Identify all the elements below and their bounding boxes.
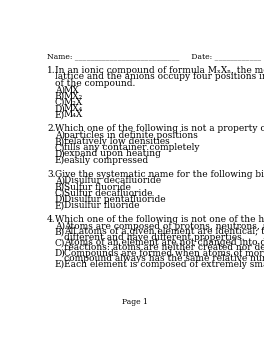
Text: C): C) bbox=[55, 98, 65, 107]
Text: Disulfur decafluoride: Disulfur decafluoride bbox=[64, 176, 161, 186]
Text: A): A) bbox=[55, 176, 65, 186]
Text: expand upon heating: expand upon heating bbox=[64, 149, 161, 159]
Text: B): B) bbox=[55, 137, 65, 146]
Text: Compounds are formed when atoms of more than one element combine; a given: Compounds are formed when atoms of more … bbox=[64, 249, 264, 258]
Text: Which one of the following is not a property of gases?: Which one of the following is not a prop… bbox=[55, 124, 264, 133]
Text: particles in definite positions: particles in definite positions bbox=[64, 131, 198, 140]
Text: All atoms of a given element are identical; the atoms of different elements are: All atoms of a given element are identic… bbox=[64, 227, 264, 236]
Text: compound always has the same relative number and kind of atoms.: compound always has the same relative nu… bbox=[64, 254, 264, 263]
Text: Name: ___________________________     Date: ____________: Name: ___________________________ Date: … bbox=[47, 53, 261, 60]
Text: Sulfur fluoride: Sulfur fluoride bbox=[64, 182, 131, 192]
Text: D): D) bbox=[55, 249, 65, 258]
Text: lattice and the anions occupy four positions inside the unit cell. Determine the: lattice and the anions occupy four posit… bbox=[55, 73, 264, 81]
Text: E): E) bbox=[55, 155, 65, 165]
Text: A): A) bbox=[55, 86, 65, 94]
Text: fills any container completely: fills any container completely bbox=[64, 143, 200, 152]
Text: reactions: atoms are neither created nor destroyed in chemical reactions.: reactions: atoms are neither created nor… bbox=[64, 243, 264, 252]
Text: different and have different properties.: different and have different properties. bbox=[64, 233, 245, 242]
Text: Each element is composed of extremely small particles called atoms.: Each element is composed of extremely sm… bbox=[64, 260, 264, 269]
Text: relatively low densities: relatively low densities bbox=[64, 137, 170, 146]
Text: B): B) bbox=[55, 182, 65, 192]
Text: E): E) bbox=[55, 110, 65, 119]
Text: Atoms are composed of protons, neutrons, and electrons.: Atoms are composed of protons, neutrons,… bbox=[64, 222, 264, 231]
Text: MX₂: MX₂ bbox=[64, 92, 83, 101]
Text: MX: MX bbox=[64, 86, 80, 94]
Text: E): E) bbox=[55, 201, 65, 210]
Text: M₂X: M₂X bbox=[64, 98, 83, 107]
Text: Which one of the following is not one of the hypotheses of Dalton’s atomic theor: Which one of the following is not one of… bbox=[55, 215, 264, 224]
Text: easily compressed: easily compressed bbox=[64, 155, 148, 165]
Text: 1.: 1. bbox=[47, 66, 56, 75]
Text: Page 1: Page 1 bbox=[122, 298, 148, 306]
Text: of the compound.: of the compound. bbox=[55, 79, 135, 88]
Text: A): A) bbox=[55, 131, 65, 140]
Text: C): C) bbox=[55, 189, 65, 198]
Text: 4.: 4. bbox=[47, 215, 56, 224]
Text: M₄X: M₄X bbox=[64, 110, 83, 119]
Text: D): D) bbox=[55, 195, 65, 204]
Text: B): B) bbox=[55, 227, 65, 236]
Text: C): C) bbox=[55, 143, 65, 152]
Text: E): E) bbox=[55, 260, 65, 269]
Text: 3.: 3. bbox=[47, 169, 55, 178]
Text: A): A) bbox=[55, 222, 65, 231]
Text: In an ionic compound of formula MₓXₙ, the metal (M) occupies a face-centered cub: In an ionic compound of formula MₓXₙ, th… bbox=[55, 66, 264, 75]
Text: C): C) bbox=[55, 238, 65, 247]
Text: Give the systematic name for the following binary compound:   S₂F₁₀: Give the systematic name for the followi… bbox=[55, 169, 264, 178]
Text: MX₄: MX₄ bbox=[64, 104, 83, 113]
Text: Sulfur decafluoride: Sulfur decafluoride bbox=[64, 189, 153, 198]
Text: Disulfur fluoride: Disulfur fluoride bbox=[64, 201, 139, 210]
Text: Atoms of an element are not changed into different types of atoms by chemical: Atoms of an element are not changed into… bbox=[64, 238, 264, 247]
Text: 2.: 2. bbox=[47, 124, 55, 133]
Text: Disulfur pentafluoride: Disulfur pentafluoride bbox=[64, 195, 166, 204]
Text: B): B) bbox=[55, 92, 65, 101]
Text: D): D) bbox=[55, 149, 65, 159]
Text: D): D) bbox=[55, 104, 65, 113]
